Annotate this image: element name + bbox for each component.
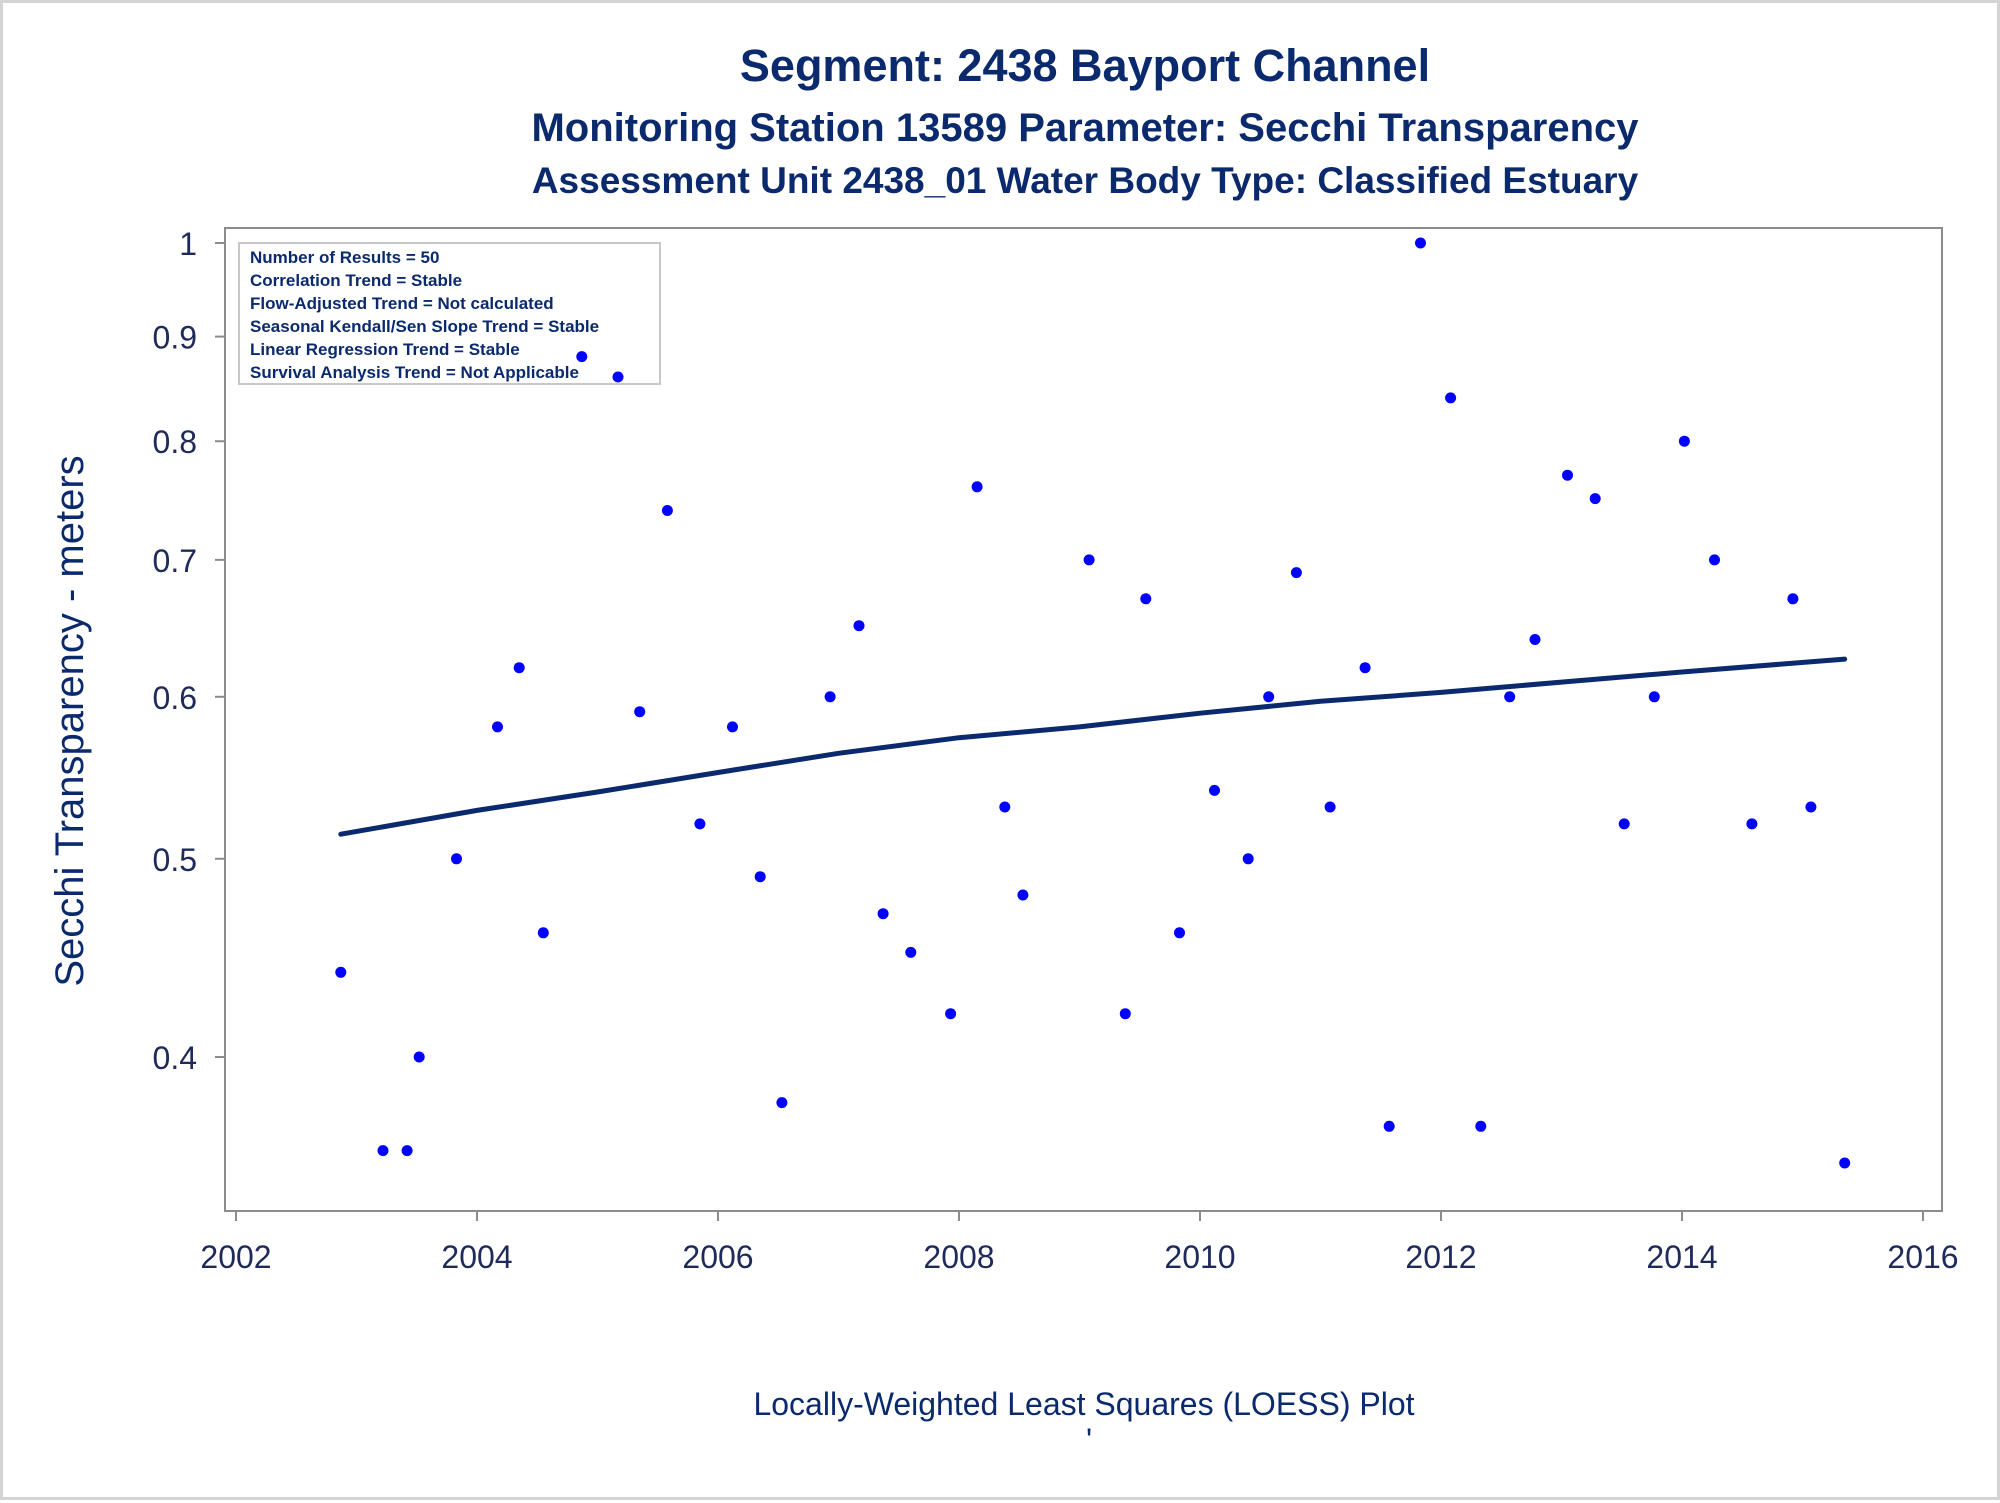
data-point xyxy=(1504,691,1516,703)
y-tick-label: 0.4 xyxy=(153,1040,197,1076)
data-point xyxy=(754,871,766,883)
data-point xyxy=(877,908,889,920)
data-point xyxy=(634,706,646,718)
data-point xyxy=(1359,662,1371,674)
data-point xyxy=(727,721,738,733)
stats-line-flow-adjusted: Flow-Adjusted Trend = Not calculated xyxy=(250,294,554,313)
data-point xyxy=(1263,691,1275,703)
data-point xyxy=(612,371,624,383)
y-tick-label: 0.7 xyxy=(153,543,197,579)
plot-area xyxy=(224,227,1943,1212)
y-axis-label: Secchi Transparency - meters xyxy=(48,455,92,986)
data-point xyxy=(824,691,836,703)
stats-line-seasonal-kendall: Seasonal Kendall/Sen Slope Trend = Stabl… xyxy=(250,317,599,336)
data-point xyxy=(1383,1120,1395,1132)
data-point xyxy=(1787,593,1799,605)
x-tick-label: 2010 xyxy=(1164,1239,1235,1275)
data-point xyxy=(1445,392,1457,404)
x-tick-label: 2006 xyxy=(682,1239,753,1275)
data-point xyxy=(1119,1008,1131,1020)
y-tick-label: 0.9 xyxy=(153,320,197,356)
trend-layer xyxy=(338,656,1848,837)
stats-box: Number of Results = 50 Correlation Trend… xyxy=(238,242,661,385)
points-layer xyxy=(335,237,1851,1169)
stats-line-survival: Survival Analysis Trend = Not Applicable xyxy=(250,363,579,382)
data-point xyxy=(1618,818,1630,830)
data-point xyxy=(971,481,983,493)
y-tick-label: 0.6 xyxy=(153,680,197,716)
data-point xyxy=(1648,691,1660,703)
data-point xyxy=(401,1145,413,1157)
data-point xyxy=(537,927,549,939)
data-point xyxy=(377,1145,389,1157)
data-point xyxy=(1242,853,1254,865)
y-tick-label: 1 xyxy=(179,226,197,262)
data-point xyxy=(1529,634,1541,645)
data-point xyxy=(492,721,503,733)
x-tick-label: 2014 xyxy=(1646,1239,1717,1275)
data-point xyxy=(513,662,525,674)
data-point xyxy=(694,818,706,830)
footnote: Locally-Weighted Least Squares (LOESS) P… xyxy=(753,1386,1414,1422)
data-point xyxy=(1839,1157,1851,1169)
data-point xyxy=(1017,889,1029,901)
data-point xyxy=(1805,801,1817,813)
data-point xyxy=(776,1097,788,1109)
data-point xyxy=(905,946,917,958)
data-point xyxy=(1562,469,1573,481)
x-tick-label: 2008 xyxy=(923,1239,994,1275)
y-axis: 0.4 0.5 0.6 0.7 0.8 0.9 1 xyxy=(153,226,225,1076)
chart-canvas: Segment: 2438 Bayport Channel Monitoring… xyxy=(48,40,1959,1458)
data-point xyxy=(1475,1120,1487,1132)
data-point xyxy=(335,966,347,978)
data-point xyxy=(413,1051,425,1063)
data-point xyxy=(1209,784,1220,796)
loess-trend-line xyxy=(338,656,1848,837)
footnote-mark: ' xyxy=(1086,1422,1092,1458)
data-point xyxy=(1709,554,1720,566)
x-tick-label: 2002 xyxy=(200,1239,271,1275)
stats-line-linear-regression: Linear Regression Trend = Stable xyxy=(250,340,520,359)
data-point xyxy=(1083,554,1095,566)
data-point xyxy=(1140,593,1152,605)
stats-box-border xyxy=(238,242,661,385)
stats-line-correlation: Correlation Trend = Stable xyxy=(250,271,462,290)
data-point xyxy=(1174,927,1185,939)
y-tick-label: 0.5 xyxy=(153,842,197,878)
chart-title-line1: Segment: 2438 Bayport Channel xyxy=(740,40,1430,91)
data-point xyxy=(576,351,588,363)
data-point xyxy=(1324,801,1336,813)
data-point xyxy=(945,1008,957,1020)
data-point xyxy=(661,505,673,516)
stats-line-results: Number of Results = 50 xyxy=(250,248,439,267)
x-tick-label: 2012 xyxy=(1405,1239,1476,1275)
data-point xyxy=(1290,567,1302,579)
data-point xyxy=(999,801,1011,813)
data-point xyxy=(1678,435,1690,447)
x-axis: 2002 2004 2006 2008 2010 2012 2014 2016 xyxy=(200,1211,1959,1275)
y-tick-label: 0.8 xyxy=(153,424,197,460)
data-point xyxy=(1415,237,1426,249)
chart-title-line2: Monitoring Station 13589 Parameter: Secc… xyxy=(531,106,1639,150)
data-point xyxy=(1589,493,1601,505)
data-point xyxy=(451,853,462,865)
data-point xyxy=(853,620,865,632)
x-tick-label: 2016 xyxy=(1887,1239,1958,1275)
data-point xyxy=(1746,818,1758,830)
chart-title-line3: Assessment Unit 2438_01 Water Body Type:… xyxy=(532,160,1639,201)
x-tick-label: 2004 xyxy=(441,1239,512,1275)
